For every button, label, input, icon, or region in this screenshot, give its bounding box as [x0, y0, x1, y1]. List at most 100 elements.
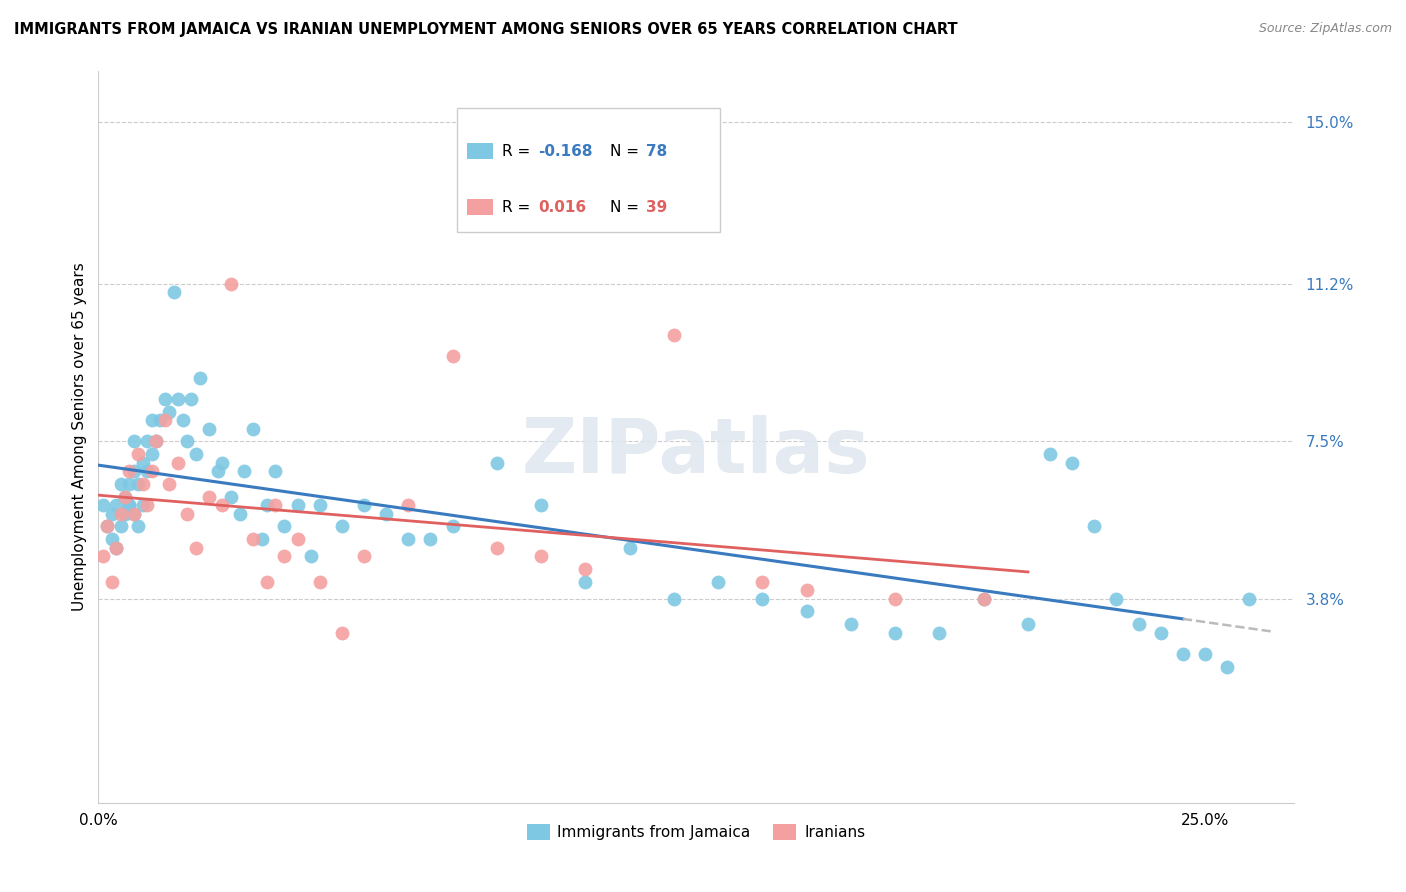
Text: N =: N =: [610, 200, 644, 215]
Point: [136, 464, 159, 478]
Point: [118, 498, 141, 512]
Point: [928, 625, 950, 640]
Text: 78: 78: [645, 144, 666, 159]
Text: -0.168: -0.168: [538, 144, 593, 159]
Point: [149, 413, 172, 427]
Point: [96, 519, 118, 533]
Point: [110, 476, 132, 491]
Point: [198, 490, 221, 504]
Point: [176, 507, 198, 521]
Text: Source: ZipAtlas.com: Source: ZipAtlas.com: [1258, 22, 1392, 36]
Point: [273, 549, 295, 563]
Point: [1239, 591, 1261, 606]
Point: [167, 456, 190, 470]
Point: [219, 490, 242, 504]
Point: [264, 498, 287, 512]
Point: [264, 464, 287, 478]
Text: N =: N =: [610, 144, 644, 159]
Point: [184, 447, 207, 461]
Text: IMMIGRANTS FROM JAMAICA VS IRANIAN UNEMPLOYMENT AMONG SENIORS OVER 65 YEARS CORR: IMMIGRANTS FROM JAMAICA VS IRANIAN UNEMP…: [14, 22, 957, 37]
Point: [353, 498, 375, 512]
Point: [91, 498, 114, 512]
Y-axis label: Unemployment Among Seniors over 65 years: Unemployment Among Seniors over 65 years: [72, 263, 87, 611]
Point: [707, 574, 730, 589]
Point: [114, 507, 136, 521]
Point: [441, 349, 464, 363]
Point: [118, 464, 141, 478]
Point: [485, 541, 508, 555]
Point: [122, 464, 145, 478]
Point: [211, 456, 233, 470]
Point: [105, 541, 128, 555]
Point: [131, 456, 153, 470]
Point: [299, 549, 322, 563]
Point: [153, 413, 176, 427]
FancyBboxPatch shape: [467, 144, 494, 160]
Point: [127, 519, 149, 533]
Point: [141, 413, 163, 427]
Text: 39: 39: [645, 200, 666, 215]
Point: [396, 498, 419, 512]
Point: [1039, 447, 1062, 461]
Point: [485, 456, 508, 470]
Point: [396, 532, 419, 546]
Point: [219, 277, 242, 291]
Point: [110, 519, 132, 533]
Point: [163, 285, 186, 300]
Point: [136, 498, 159, 512]
Point: [662, 591, 685, 606]
Point: [118, 476, 141, 491]
Point: [419, 532, 441, 546]
Point: [180, 392, 202, 406]
Point: [242, 532, 264, 546]
Point: [884, 625, 907, 640]
Point: [157, 476, 180, 491]
Point: [287, 532, 309, 546]
Point: [136, 434, 159, 449]
Point: [574, 562, 596, 576]
Point: [1171, 647, 1194, 661]
Point: [145, 434, 167, 449]
Point: [1083, 519, 1105, 533]
Point: [122, 434, 145, 449]
Point: [751, 591, 773, 606]
Text: 0.016: 0.016: [538, 200, 586, 215]
Point: [100, 532, 122, 546]
Point: [242, 421, 264, 435]
Point: [441, 519, 464, 533]
Point: [256, 574, 278, 589]
Point: [308, 574, 330, 589]
Point: [157, 404, 180, 418]
Point: [375, 507, 398, 521]
Point: [118, 498, 141, 512]
Point: [1105, 591, 1128, 606]
Point: [122, 507, 145, 521]
Point: [1216, 659, 1239, 673]
Point: [619, 541, 641, 555]
Text: R =: R =: [502, 200, 536, 215]
Point: [131, 476, 153, 491]
Point: [751, 574, 773, 589]
Point: [127, 447, 149, 461]
Point: [796, 604, 818, 618]
Point: [530, 549, 553, 563]
Point: [1150, 625, 1173, 640]
Point: [188, 370, 211, 384]
Point: [198, 421, 221, 435]
Point: [100, 574, 122, 589]
Point: [127, 476, 149, 491]
Point: [839, 617, 862, 632]
Point: [308, 498, 330, 512]
Point: [530, 498, 553, 512]
Point: [122, 507, 145, 521]
Point: [105, 498, 128, 512]
Text: ZIPatlas: ZIPatlas: [522, 415, 870, 489]
Point: [172, 413, 194, 427]
Point: [256, 498, 278, 512]
Point: [662, 328, 685, 343]
Point: [141, 447, 163, 461]
Point: [574, 574, 596, 589]
Point: [131, 498, 153, 512]
Point: [1194, 647, 1216, 661]
FancyBboxPatch shape: [467, 199, 494, 216]
